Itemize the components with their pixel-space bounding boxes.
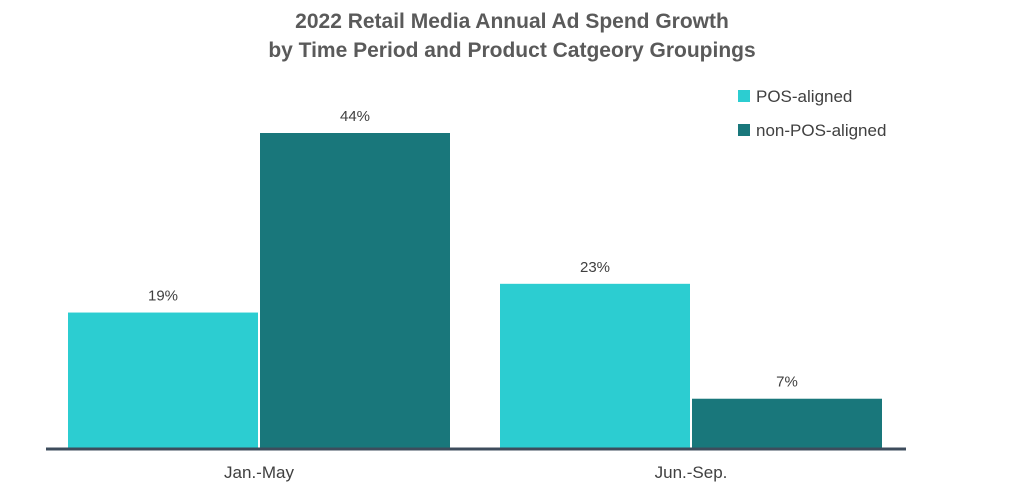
legend-label-pos-aligned: POS-aligned	[756, 87, 852, 106]
x-tick-label-jun-sep: Jun.-Sep.	[655, 463, 728, 482]
legend-swatch-pos-aligned	[738, 90, 750, 102]
legend: POS-aligned non-POS-aligned	[738, 87, 886, 140]
bar-pos-aligned-jan-may	[68, 312, 258, 449]
data-label-pos-aligned-jun-sep: 23%	[580, 259, 610, 276]
data-labels-layer: 19% 44% 23% 7%	[148, 108, 798, 391]
data-label-non-pos-aligned-jun-sep: 7%	[776, 374, 798, 391]
legend-label-non-pos-aligned: non-POS-aligned	[756, 121, 886, 140]
bars-layer	[68, 133, 882, 449]
bar-non-pos-aligned-jun-sep	[692, 398, 882, 449]
data-label-pos-aligned-jan-may: 19%	[148, 288, 178, 305]
chart-title: 2022 Retail Media Annual Ad Spend Growth…	[268, 10, 755, 62]
bar-non-pos-aligned-jan-may	[260, 133, 450, 449]
chart-title-line-2: by Time Period and Product Catgeory Grou…	[268, 39, 755, 62]
legend-swatch-non-pos-aligned	[738, 124, 750, 136]
chart-title-line-1: 2022 Retail Media Annual Ad Spend Growth	[295, 10, 729, 33]
x-tick-label-jan-may: Jan.-May	[224, 463, 294, 482]
x-axis-tick-labels: Jan.-May Jun.-Sep.	[224, 463, 727, 482]
data-label-non-pos-aligned-jan-may: 44%	[340, 108, 370, 125]
bar-pos-aligned-jun-sep	[500, 283, 690, 449]
